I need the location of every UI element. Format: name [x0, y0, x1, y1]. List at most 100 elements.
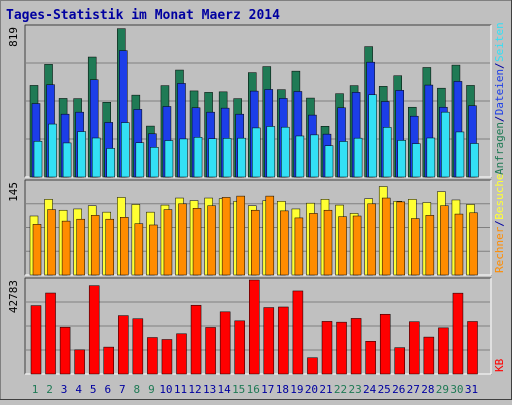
day-label-11: 11 — [174, 383, 187, 396]
day-label-14: 14 — [218, 383, 232, 396]
bar-kb-day-19 — [292, 290, 304, 375]
day-label-28: 28 — [421, 383, 434, 396]
bar-kb-day-31 — [467, 321, 478, 375]
bar-seiten-day-1 — [33, 141, 43, 178]
bar-seiten-day-15 — [237, 137, 246, 178]
bar-rechner-day-10 — [163, 209, 173, 276]
day-label-24: 24 — [363, 383, 377, 396]
bar-kb-day-26 — [394, 347, 405, 375]
bar-rechner-day-29 — [440, 205, 449, 276]
bar-seiten-day-14 — [222, 138, 232, 178]
bar-kb-day-18 — [278, 306, 289, 375]
bar-rechner-day-1 — [32, 224, 42, 276]
bar-rechner-day-14 — [221, 197, 231, 276]
bar-seiten-day-7 — [121, 122, 130, 178]
bar-seiten-day-12 — [193, 137, 203, 178]
bar-kb-day-7 — [118, 315, 129, 375]
bar-seiten-day-31 — [470, 143, 479, 178]
bar-seiten-day-20 — [310, 134, 319, 178]
bar-kb-day-9 — [147, 337, 158, 375]
day-label-25: 25 — [378, 383, 391, 396]
bar-rechner-day-3 — [61, 220, 71, 276]
day-label-21: 21 — [319, 383, 332, 396]
bar-seiten-day-11 — [179, 138, 188, 178]
day-label-26: 26 — [392, 383, 405, 396]
bar-rechner-day-11 — [178, 203, 187, 276]
bar-seiten-day-21 — [324, 145, 334, 178]
bar-seiten-day-5 — [91, 137, 101, 178]
bar-rechner-day-6 — [105, 218, 114, 276]
bar-rechner-day-16 — [251, 209, 260, 276]
bar-seiten-day-30 — [455, 131, 465, 178]
bar-seiten-day-13 — [208, 138, 217, 178]
day-label-8: 8 — [134, 383, 141, 396]
bar-kb-day-8 — [132, 318, 144, 375]
bar-seiten-day-2 — [48, 123, 57, 178]
bar-seiten-day-18 — [281, 126, 290, 178]
legend-separator: / — [493, 220, 506, 227]
bar-kb-day-14 — [219, 311, 231, 375]
bar-kb-day-6 — [103, 346, 114, 375]
day-label-19: 19 — [290, 383, 303, 396]
bar-kb-day-3 — [59, 326, 71, 375]
bar-kb-day-11 — [176, 333, 187, 375]
legend-separator: / — [493, 116, 506, 123]
bar-kb-day-13 — [205, 327, 216, 375]
bar-seiten-day-17 — [266, 126, 276, 178]
bar-rechner-day-5 — [90, 215, 100, 276]
day-label-3: 3 — [61, 383, 68, 396]
bar-seiten-day-25 — [382, 127, 392, 178]
legend-label-rechner: Rechner — [493, 226, 506, 273]
bar-rechner-day-20 — [309, 213, 318, 276]
bar-kb-day-29 — [438, 327, 449, 375]
bar-rechner-day-28 — [425, 215, 435, 276]
day-label-2: 2 — [46, 383, 53, 396]
bar-kb-day-15 — [234, 320, 245, 375]
bar-kb-day-2 — [45, 292, 56, 375]
bar-rechner-day-23 — [352, 215, 362, 276]
bar-seiten-day-22 — [339, 141, 348, 178]
bar-kb-day-27 — [409, 321, 420, 375]
bar-seiten-day-10 — [164, 140, 174, 178]
day-label-20: 20 — [305, 383, 318, 396]
bar-seiten-day-8 — [135, 142, 145, 178]
bar-kb-day-23 — [350, 318, 362, 375]
bar-seiten-day-28 — [426, 137, 436, 178]
day-label-9: 9 — [148, 383, 155, 396]
day-label-4: 4 — [75, 383, 82, 396]
bar-seiten-day-24 — [368, 94, 377, 178]
bar-seiten-day-6 — [106, 148, 115, 178]
bar-kb-day-28 — [423, 336, 435, 375]
legend-label-kb: KB — [493, 358, 506, 372]
bar-kb-day-20 — [307, 357, 318, 375]
bar-rechner-day-8 — [134, 223, 144, 276]
bar-rechner-day-4 — [76, 218, 85, 276]
day-label-15: 15 — [232, 383, 245, 396]
bar-kb-day-30 — [452, 292, 464, 375]
bar-rechner-day-25 — [381, 197, 391, 276]
day-label-23: 23 — [348, 383, 361, 396]
bar-rechner-day-19 — [294, 217, 304, 276]
legend-label-besuche: Besuche — [493, 173, 506, 219]
legend-label-anfragen: Anfragen — [493, 122, 506, 175]
bar-kb-day-4 — [74, 349, 85, 375]
bar-rechner-day-30 — [454, 213, 464, 276]
day-label-30: 30 — [450, 383, 463, 396]
bar-kb-day-1 — [30, 305, 42, 375]
bar-rechner-day-7 — [120, 217, 129, 276]
bar-kb-day-10 — [161, 339, 173, 375]
day-label-18: 18 — [276, 383, 289, 396]
day-label-7: 7 — [119, 383, 126, 396]
bar-seiten-day-16 — [252, 127, 261, 178]
legend-label-seiten: Seiten — [493, 22, 506, 62]
legend-label-dateien: Dateien — [493, 69, 506, 115]
bar-seiten-day-3 — [62, 142, 72, 178]
bar-kb-day-22 — [336, 321, 347, 375]
bar-seiten-day-26 — [397, 140, 406, 178]
legend-separator: / — [493, 62, 506, 69]
day-label-13: 13 — [203, 383, 216, 396]
bar-kb-day-25 — [379, 313, 391, 375]
bar-rechner-day-22 — [338, 216, 347, 276]
